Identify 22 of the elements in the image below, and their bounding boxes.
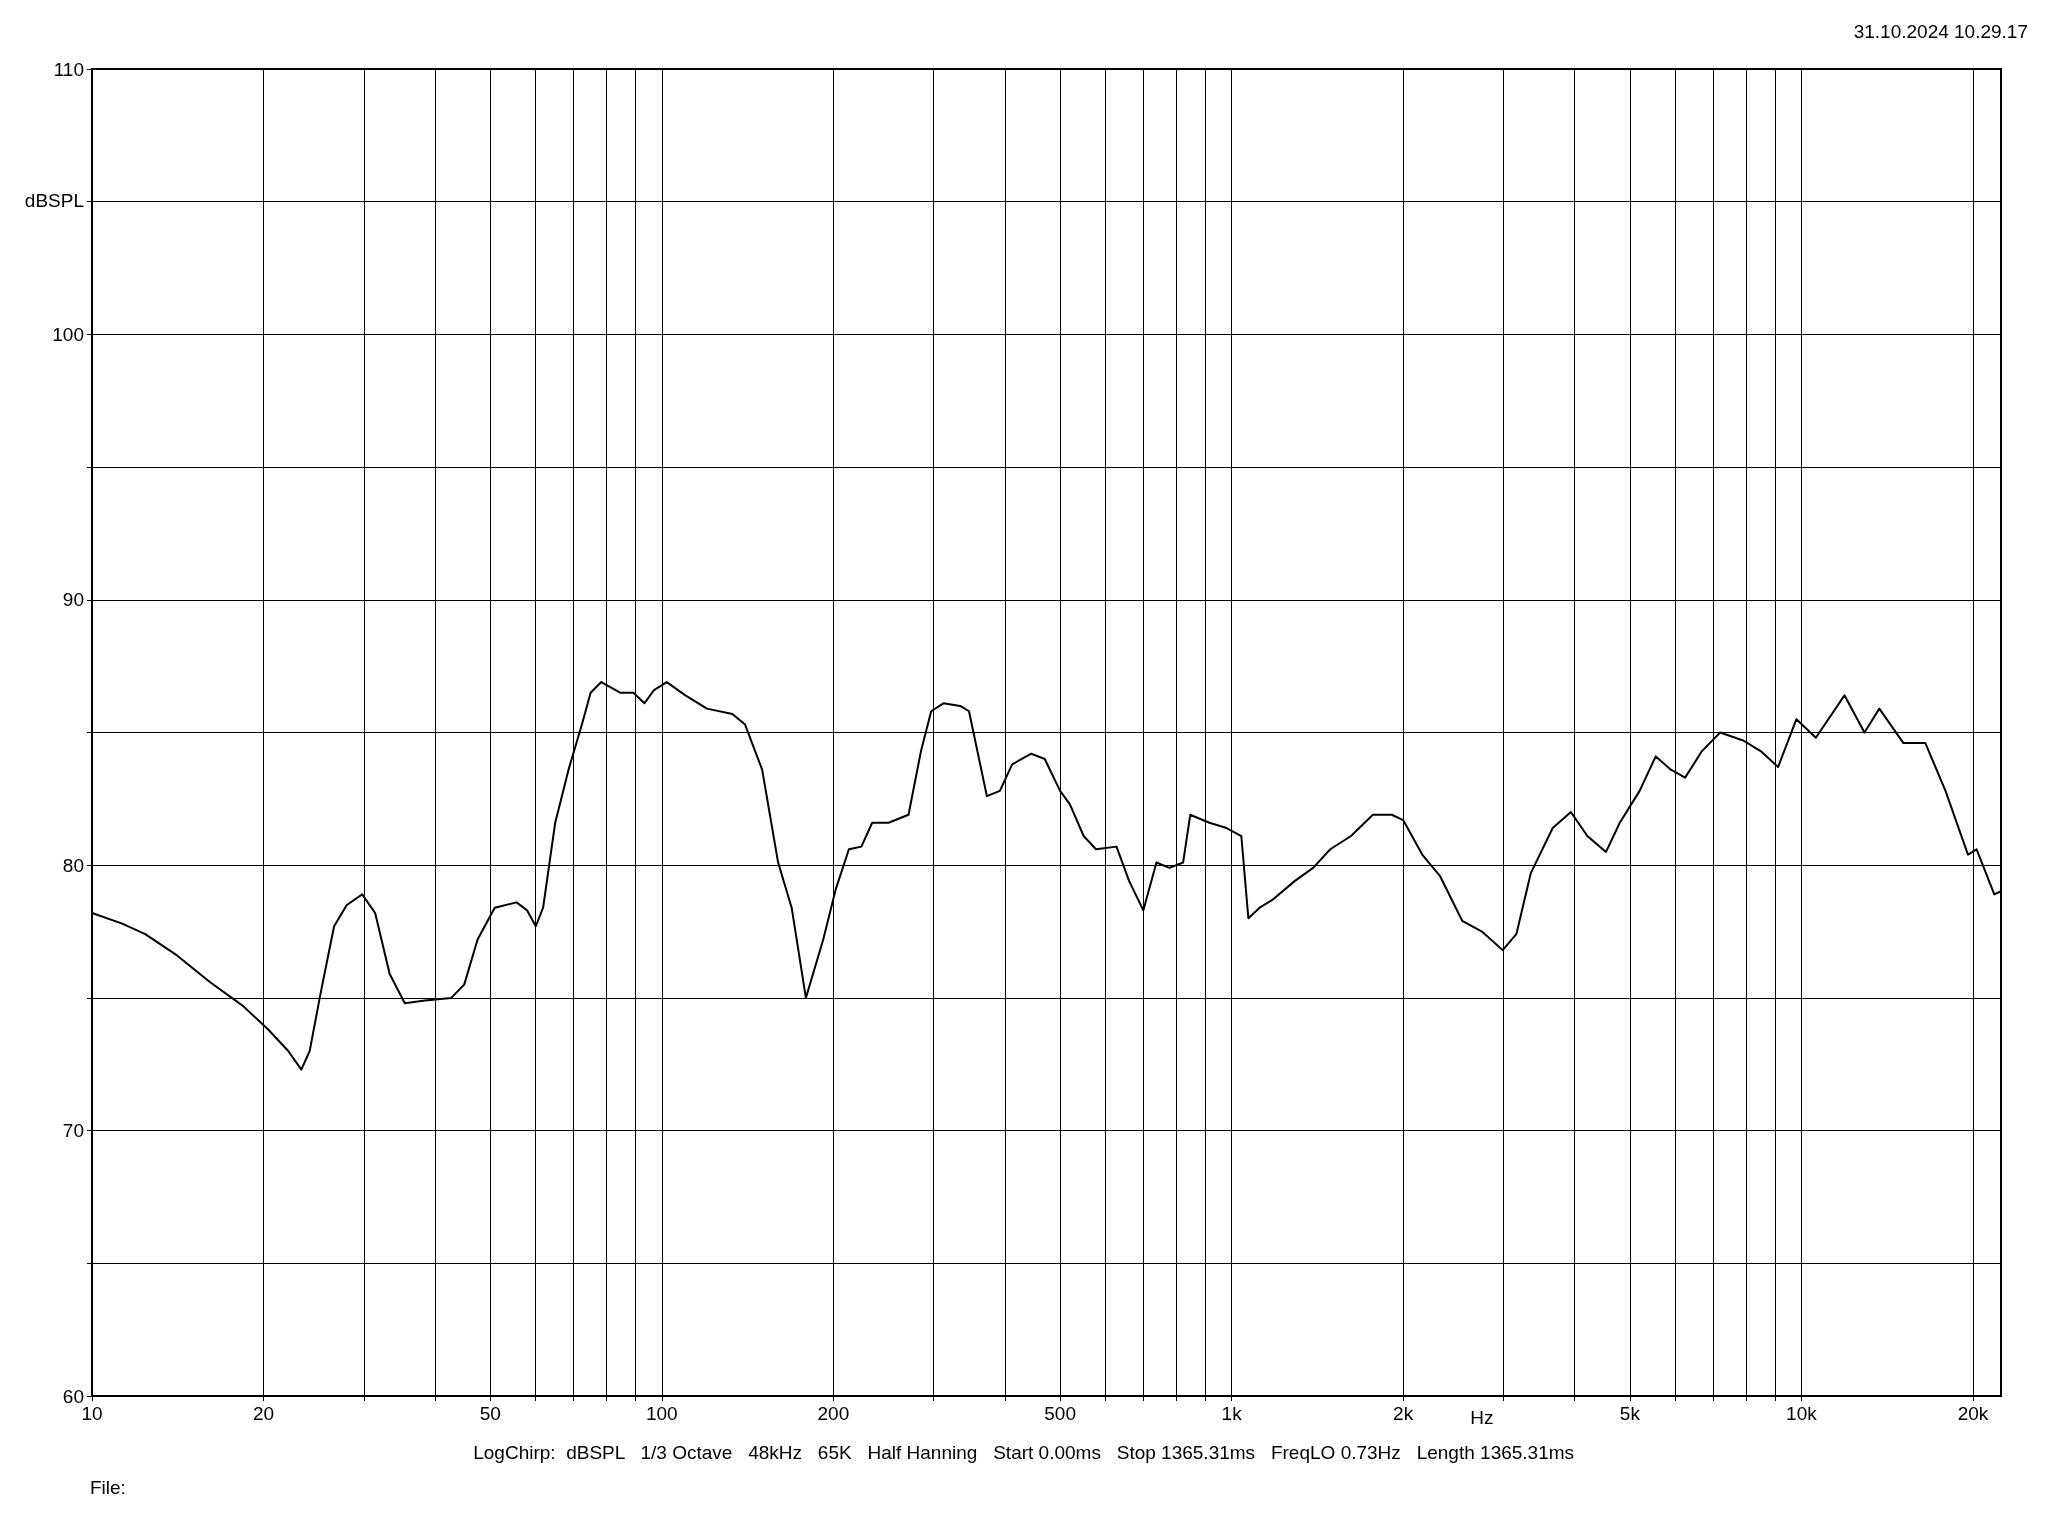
x-tick-label: 20 [252, 1403, 275, 1424]
x-tick-label: 10k [1786, 1403, 1818, 1424]
y-tick-label: 60 [62, 1385, 84, 1407]
text: File: [90, 1477, 126, 1498]
x-tick-label: 200 [817, 1403, 850, 1424]
x-tick-label: 100 [645, 1403, 678, 1424]
x-tick-label: 500 [1044, 1403, 1076, 1424]
x-axis-title: Hz [1470, 1407, 1494, 1428]
x-tick-label: 2k [1393, 1403, 1414, 1424]
x-tick-label: 50 [479, 1403, 501, 1424]
text: LogChirp: dBSPL 1/3 Octave 48kHz 65K Half Hanning Start 0.00ms Stop 1365.31ms FreqLO 0.73Hz Length 1365.31ms [473, 1442, 1575, 1463]
x-tick-label: 10 [81, 1403, 103, 1424]
x-tick-label: 1k [1221, 1403, 1243, 1424]
y-tick-label: 100 [52, 323, 84, 345]
y-tick-label: 70 [62, 1120, 84, 1142]
y-tick-label: 80 [62, 854, 84, 876]
text: 31.10.2024 10.29.17 [1853, 21, 2029, 42]
y-axis-title: dBSPL [24, 189, 84, 211]
y-tick-label: 110 [53, 58, 84, 80]
x-tick-label: 5k [1619, 1403, 1641, 1424]
x-tick-label: 20k [1957, 1403, 1989, 1424]
y-tick-label: 90 [62, 589, 84, 611]
